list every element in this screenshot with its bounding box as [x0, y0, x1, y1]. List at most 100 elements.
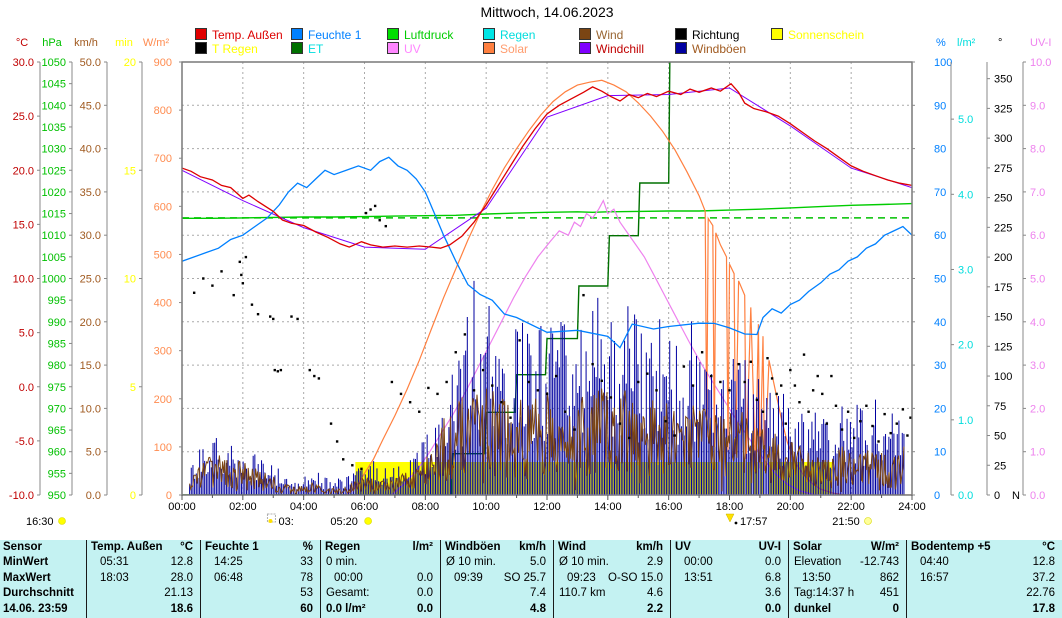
- table-cell: 21.13: [164, 587, 193, 600]
- svg-text:975: 975: [48, 382, 66, 394]
- series-wind: [189, 388, 905, 495]
- table-header: Sensor: [3, 541, 42, 553]
- axis-wm2: W/m² 0 100 200 300 400 500 600 700 800 900: [143, 37, 182, 502]
- table-header: Bodentemp +5 °C: [911, 541, 1055, 553]
- svg-text:5.0: 5.0: [86, 447, 101, 459]
- axis-lm2: l/m² 0.0 1.0 2.0 3.0 4.0 5.0: [950, 37, 976, 502]
- legend-item-uv: UV: [387, 42, 421, 56]
- table-header: Wind km/h: [558, 541, 663, 553]
- svg-text:175: 175: [994, 282, 1012, 294]
- svg-text:min: min: [115, 37, 133, 49]
- table-cell: 00:00 0.0: [684, 556, 781, 569]
- svg-text:0: 0: [934, 490, 940, 502]
- svg-text:4.0: 4.0: [958, 189, 973, 201]
- legend-swatch: [771, 28, 783, 40]
- svg-text:20.0: 20.0: [13, 165, 34, 177]
- table-cell: 0.0 l/m² 0.0: [326, 602, 433, 615]
- table-cell: Ø 10 min. 2.9: [559, 556, 663, 569]
- svg-text:125: 125: [994, 341, 1012, 353]
- svg-text:30.0: 30.0: [13, 57, 34, 69]
- table-col-sensor: Sensor MinWert MaxWert Durchschnitt 14.06. 2…: [0, 540, 86, 618]
- svg-text:30.0: 30.0: [80, 230, 101, 242]
- legend-label: Temp. Außen: [212, 28, 283, 42]
- legend-swatch: [387, 42, 399, 54]
- svg-text:980: 980: [48, 360, 66, 372]
- svg-text:21:50: 21:50: [832, 516, 860, 528]
- svg-text:03:: 03:: [278, 516, 293, 528]
- svg-text:50: 50: [934, 274, 946, 286]
- table-cell: 06:48 78: [214, 571, 313, 584]
- svg-text:325: 325: [994, 103, 1012, 115]
- legend-swatch: [291, 28, 303, 40]
- svg-text:800: 800: [154, 105, 172, 117]
- svg-text:4.0: 4.0: [1030, 317, 1045, 329]
- svg-text:0: 0: [166, 490, 172, 502]
- svg-text:150: 150: [994, 312, 1012, 324]
- svg-text:hPa: hPa: [42, 37, 62, 49]
- table-cell: 7.4: [530, 587, 546, 600]
- legend-swatch: [291, 42, 303, 54]
- axis-temp_c: °C -10.0 -5.0 0.0 5.0 10.0 15.0 20.0 25.0 30.0: [9, 37, 41, 502]
- svg-text:02:00: 02:00: [229, 501, 257, 513]
- svg-text:1040: 1040: [42, 100, 66, 112]
- svg-text:12:00: 12:00: [533, 501, 561, 513]
- svg-text:100: 100: [934, 57, 952, 69]
- table-col-regen: Regen l/m² 0 min. 00:00 0.0 Gesamt: 0.0 0.0 l/m…: [320, 540, 440, 618]
- svg-text:2.0: 2.0: [1030, 403, 1045, 415]
- table-col-temp-au-en: Temp. Außen °C 05:31 12.8 18:03 28.0 21.13 18.6: [86, 540, 200, 618]
- svg-text:90: 90: [934, 100, 946, 112]
- astro-markers: 16:30 03: 05:20 17:57 21:50: [26, 513, 872, 528]
- table-cell: 4.8: [530, 602, 546, 615]
- svg-text:1035: 1035: [42, 122, 66, 134]
- svg-text:30: 30: [934, 360, 946, 372]
- table-cell: 18:03 28.0: [100, 571, 193, 584]
- svg-text:5.0: 5.0: [1030, 274, 1045, 286]
- svg-text:°: °: [998, 37, 1002, 49]
- svg-text:0: 0: [130, 490, 136, 502]
- legend-swatch: [483, 28, 495, 40]
- svg-text:15.0: 15.0: [80, 360, 101, 372]
- svg-text:900: 900: [154, 57, 172, 69]
- legend-label: Sonnenschein: [788, 28, 865, 42]
- table-cell: 04:40 12.8: [920, 556, 1055, 569]
- svg-text:40.0: 40.0: [80, 144, 101, 156]
- svg-text:1000: 1000: [42, 274, 66, 286]
- svg-text:22:00: 22:00: [837, 501, 865, 513]
- table-header: Feuchte 1%: [205, 541, 313, 553]
- axis-uv: UV-I 0.0 1.0 2.0 3.0 4.0 5.0 6.0 7.0 8.0 9.0 10.0: [1022, 37, 1051, 502]
- svg-text:9.0: 9.0: [1030, 100, 1045, 112]
- table-cell: 00:00 0.0: [334, 571, 433, 584]
- svg-text:950: 950: [48, 490, 66, 502]
- svg-text:1030: 1030: [42, 144, 66, 156]
- legend-label: Regen: [500, 28, 536, 42]
- legend-label: Solar: [500, 42, 529, 56]
- table-col-feuchte-1: Feuchte 1% 14:25 33 06:48 78 53 60: [200, 540, 320, 618]
- svg-text:2.0: 2.0: [958, 340, 973, 352]
- table-cell: 09:39 SO 25.7: [454, 571, 546, 584]
- table-cell: 0.0: [765, 602, 781, 615]
- table-cell: 60: [300, 602, 313, 615]
- svg-text:1025: 1025: [42, 165, 66, 177]
- svg-text:0.0: 0.0: [958, 490, 973, 502]
- svg-text:100: 100: [994, 371, 1012, 383]
- svg-text:80: 80: [934, 144, 946, 156]
- svg-text:5.0: 5.0: [19, 328, 34, 340]
- legend-label: Feuchte 1: [308, 28, 362, 42]
- svg-text:20: 20: [934, 403, 946, 415]
- series-luftdruck: [182, 202, 912, 219]
- chart-series: [182, 62, 912, 495]
- axis-hpa: hPa 950 955 960 965 970 975 980 985 990 995 1000 100…: [42, 37, 73, 502]
- series-windboeen: [189, 280, 905, 495]
- table-cell: 53: [300, 587, 313, 600]
- legend-swatch: [579, 28, 591, 40]
- axis-min: min 0 5 10 15 20: [115, 37, 143, 502]
- svg-text:1015: 1015: [42, 209, 66, 221]
- svg-text:1.0: 1.0: [958, 415, 973, 427]
- legend-item-wind: Wind: [579, 28, 623, 42]
- legend-item-t-regen: T Regen: [195, 42, 258, 56]
- svg-text:100: 100: [154, 442, 172, 454]
- legend-item-sonnenschein: Sonnenschein: [771, 28, 865, 42]
- svg-text:1020: 1020: [42, 187, 66, 199]
- table-cell: 13:50 862: [802, 571, 899, 584]
